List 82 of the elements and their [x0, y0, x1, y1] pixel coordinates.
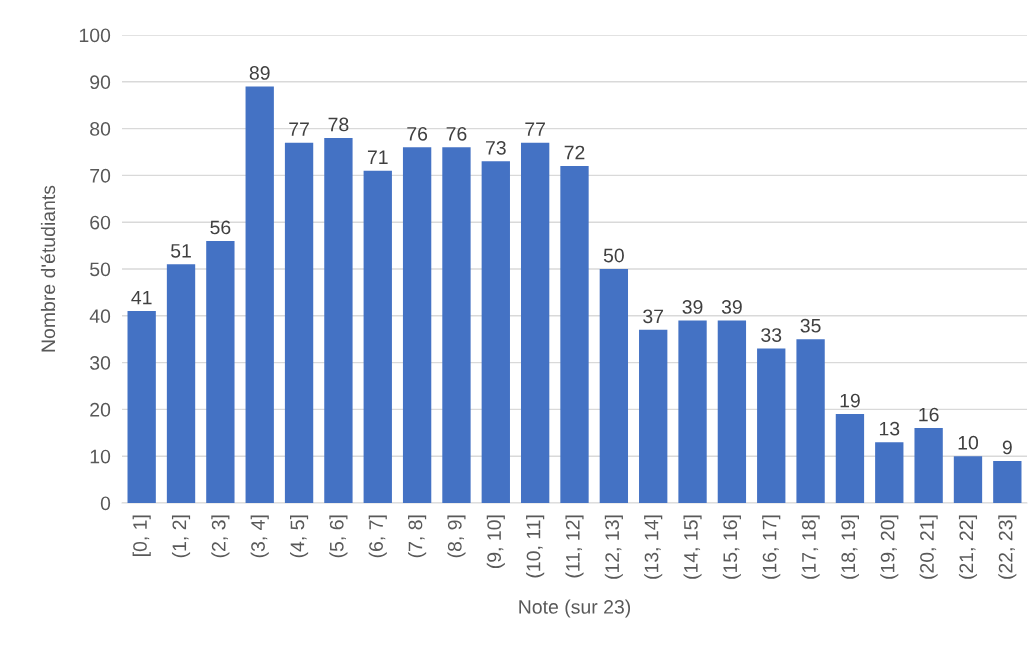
y-tick-label: 0 [100, 496, 111, 511]
x-tick-label: (16, 17] [762, 515, 781, 579]
data-label: 19 [840, 393, 860, 408]
bar [166, 264, 196, 503]
x-tick-label: (7, 8] [408, 515, 427, 558]
data-label: 41 [131, 290, 152, 305]
data-label: 89 [249, 66, 270, 80]
data-label: 72 [564, 145, 585, 160]
data-label: 76 [446, 126, 467, 141]
bar [520, 142, 550, 503]
data-label: 39 [721, 300, 742, 314]
data-label: 10 [958, 435, 979, 450]
bar [481, 161, 510, 503]
bar [206, 240, 235, 503]
bar [324, 137, 353, 503]
data-label: 77 [289, 122, 309, 136]
data-label: 51 [170, 244, 191, 258]
bar [442, 147, 471, 503]
x-tick-label: (11, 12] [565, 515, 584, 578]
y-tick-label: 50 [90, 262, 111, 277]
x-tick-label: (18, 19] [840, 515, 859, 579]
bar [678, 320, 707, 503]
bar [914, 428, 943, 503]
bar [993, 460, 1022, 503]
x-tick-label: (10, 11] [526, 515, 545, 578]
data-label: 9 [1002, 440, 1012, 455]
x-axis-title: Note (sur 23) [519, 599, 631, 618]
bar [835, 414, 865, 503]
bar [127, 311, 156, 503]
x-tick-label: (12, 13] [604, 515, 623, 579]
x-tick-label: (6, 7] [368, 515, 387, 558]
data-label: 13 [879, 421, 900, 436]
data-label: 76 [407, 126, 428, 141]
y-tick-label: 10 [90, 449, 111, 464]
y-tick-label: 70 [90, 168, 111, 183]
data-label: 39 [682, 300, 703, 314]
data-label: 73 [485, 140, 506, 155]
y-tick-label: 40 [89, 309, 111, 324]
bar [717, 320, 747, 503]
y-tick-label: 90 [90, 75, 111, 90]
y-tick-label: 60 [90, 215, 111, 230]
data-label: 71 [367, 150, 388, 164]
x-tick-label: [0, 1] [132, 515, 151, 556]
x-tick-label: (20, 21] [919, 515, 938, 579]
bar [402, 147, 432, 503]
y-tick-label: 80 [90, 122, 111, 136]
bar [796, 339, 825, 503]
x-tick-label: (22, 23] [998, 515, 1017, 579]
bar [245, 86, 274, 503]
bar [757, 348, 786, 503]
data-label: 77 [525, 122, 545, 136]
bar [953, 456, 983, 503]
x-tick-label: (2, 3] [211, 515, 230, 558]
bar [875, 442, 904, 503]
data-label: 78 [328, 117, 349, 132]
bar [639, 329, 668, 503]
bar [284, 142, 314, 503]
x-tick-label: (17, 18] [801, 515, 820, 579]
data-label: 16 [919, 407, 939, 422]
y-tick-label: 30 [90, 356, 111, 370]
x-tick-label: (8, 9] [447, 515, 466, 558]
x-tick-label: (21, 22] [958, 515, 978, 579]
x-tick-label: (9, 10] [486, 515, 505, 569]
x-tick-label: (3, 4] [250, 515, 269, 558]
x-tick-label: (19, 20] [880, 515, 899, 579]
y-tick-label: 20 [90, 402, 111, 417]
data-label: 56 [210, 220, 231, 235]
bar [363, 170, 392, 503]
data-label: 33 [761, 328, 782, 342]
y-tick-label: 100 [79, 28, 111, 43]
y-axis-title: Nombre d'étudiants [40, 185, 56, 352]
data-label: 37 [643, 309, 664, 324]
bar [599, 269, 629, 503]
x-tick-label: (5, 6] [329, 515, 348, 558]
data-label: 50 [603, 248, 624, 263]
x-tick-label: (1, 2] [171, 515, 191, 558]
bar [560, 166, 589, 503]
x-tick-label: (4, 5] [290, 515, 309, 558]
x-tick-label: (13, 14] [644, 515, 663, 579]
data-label: 35 [800, 318, 821, 333]
x-tick-label: (15, 16] [722, 515, 741, 579]
x-tick-label: (14, 15] [683, 515, 702, 579]
